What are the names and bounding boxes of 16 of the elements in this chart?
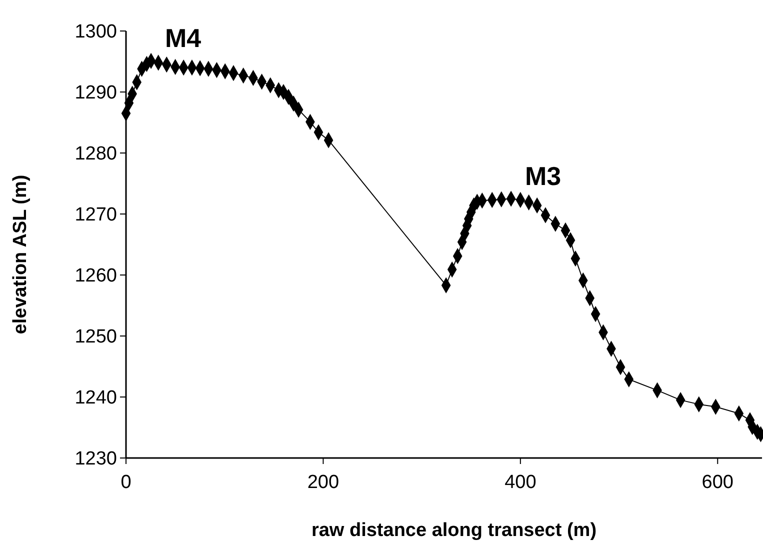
- y-tick-label: 1240: [74, 388, 117, 409]
- y-tick-label: 1280: [74, 144, 117, 165]
- y-tick-label: 1250: [74, 326, 117, 348]
- y-tick-label: 1260: [74, 266, 117, 287]
- y-tick-label: 1270: [74, 204, 117, 226]
- y-tick-label: 1230: [74, 448, 117, 470]
- annotation: M3: [524, 160, 562, 191]
- annotation: M4: [164, 22, 202, 53]
- x-tick-label: 600: [702, 472, 734, 493]
- x-tick-label: 0: [120, 472, 132, 493]
- x-tick-label: 400: [504, 472, 536, 493]
- x-tick-label: 200: [307, 472, 340, 493]
- y-axis-title: elevation ASL (m): [10, 174, 31, 334]
- y-tick-label: 1300: [74, 22, 117, 43]
- y-tick-label: 1290: [74, 82, 117, 104]
- x-axis-title: raw distance along transect (m): [311, 520, 597, 541]
